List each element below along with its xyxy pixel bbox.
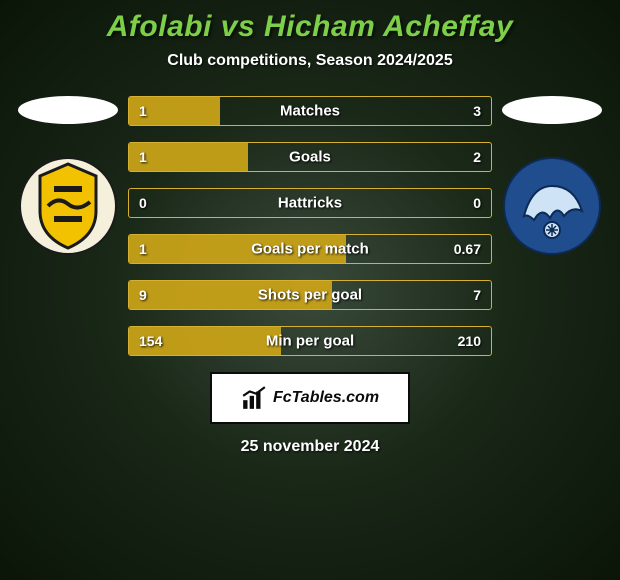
stat-label: Min per goal	[266, 333, 354, 350]
stat-label: Hattricks	[278, 195, 342, 212]
stat-value-left: 1	[139, 241, 147, 257]
club-badge-right-icon	[502, 156, 602, 256]
page-title: Afolabi vs Hicham Acheffay	[107, 10, 513, 44]
player-left-column	[8, 96, 128, 256]
club-badge-left	[18, 156, 118, 256]
stat-row: 9 Shots per goal 7	[128, 280, 492, 310]
stat-value-right: 2	[473, 149, 481, 165]
player-left-avatar	[18, 96, 118, 124]
stat-value-right: 210	[458, 333, 481, 349]
chart-icon	[241, 385, 267, 411]
stat-row: 154 Min per goal 210	[128, 326, 492, 356]
stats-bars: 1 Matches 3 1 Goals 2 0 Hattricks 0 1 Goals per ma…	[128, 96, 492, 356]
stat-row: 1 Matches 3	[128, 96, 492, 126]
club-badge-right	[502, 156, 602, 256]
stat-label: Matches	[280, 103, 340, 120]
stat-value-left: 154	[139, 333, 162, 349]
stat-value-left: 1	[139, 103, 147, 119]
stat-value-right: 0.67	[454, 241, 481, 257]
stat-value-right: 0	[473, 195, 481, 211]
player-right-column	[492, 96, 612, 256]
stat-value-right: 3	[473, 103, 481, 119]
stat-row: 0 Hattricks 0	[128, 188, 492, 218]
stat-value-left: 0	[139, 195, 147, 211]
stat-row: 1 Goals 2	[128, 142, 492, 172]
date-text: 25 november 2024	[241, 438, 380, 456]
stat-label: Goals	[289, 149, 331, 166]
stat-value-left: 9	[139, 287, 147, 303]
stat-label: Shots per goal	[258, 287, 362, 304]
stat-label: Goals per match	[251, 241, 369, 258]
comparison-content: 1 Matches 3 1 Goals 2 0 Hattricks 0 1 Goals per ma…	[0, 96, 620, 356]
club-badge-left-icon	[18, 156, 118, 256]
brand-text: FcTables.com	[273, 389, 379, 407]
player-right-avatar	[502, 96, 602, 124]
stat-row: 1 Goals per match 0.67	[128, 234, 492, 264]
brand-box[interactable]: FcTables.com	[210, 372, 410, 424]
stat-value-right: 7	[473, 287, 481, 303]
stat-value-left: 1	[139, 149, 147, 165]
page-subtitle: Club competitions, Season 2024/2025	[167, 52, 452, 70]
